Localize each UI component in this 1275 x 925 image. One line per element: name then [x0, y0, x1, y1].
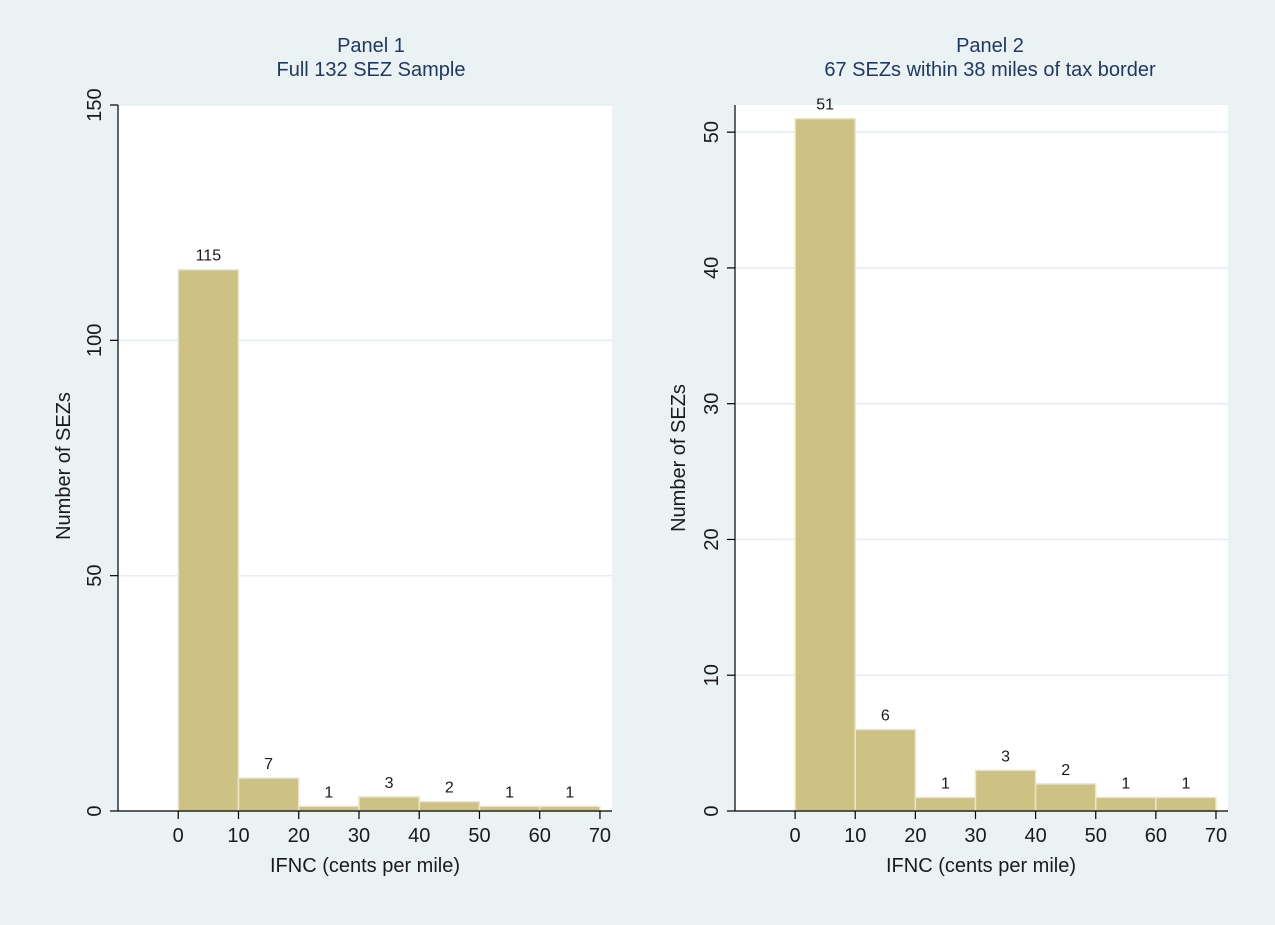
y-tick-label: 150: [84, 88, 106, 121]
histogram-bar: [297, 805, 360, 812]
y-tick-label: 40: [701, 257, 723, 279]
histogram-bar: [478, 805, 541, 812]
histogram-bar: [1094, 796, 1157, 812]
panel-2-y-axis-label: Number of SEZs: [668, 384, 690, 532]
y-tick-label: 0: [84, 805, 106, 816]
y-tick-label: 100: [84, 324, 106, 357]
panel-1-x-ticks: 0 10 20 30 40 50 60 70: [173, 811, 611, 847]
panel-2-subtitle: 67 SEZs within 38 miles of tax border: [824, 59, 1156, 81]
bar-value-label: 1: [941, 775, 950, 792]
bar-value-label: 1: [565, 784, 574, 801]
x-tick-label: 50: [468, 825, 490, 847]
x-tick-label: 60: [529, 825, 551, 847]
panel-2-chart: 51 6 1 3 2 1 1 0 10 20 30 40 50 60 70 0 10 20 30 40 50 Pan…: [668, 35, 1228, 877]
bar-value-label: 115: [196, 248, 222, 265]
x-tick-label: 30: [964, 825, 986, 847]
y-tick-label: 0: [701, 805, 723, 816]
panel-1-axes: [117, 105, 612, 812]
x-tick-label: 0: [173, 825, 184, 847]
bar-value-label: 3: [1001, 748, 1010, 765]
panel-2-x-axis-label: IFNC (cents per mile): [886, 855, 1076, 877]
bar-value-label: 1: [1121, 775, 1130, 792]
panel-2-x-ticks: 0 10 20 30 40 50 60 70: [790, 811, 1227, 847]
histogram-bar: [358, 796, 420, 812]
x-tick-label: 50: [1085, 825, 1107, 847]
y-tick-label: 20: [701, 528, 723, 550]
panel-1-chart: 115 7 1 3 2 1 1 0 10 20 30 40 50 60 70 0 50 100 150 Pane…: [53, 35, 612, 877]
histogram-bar: [237, 777, 300, 812]
x-tick-label: 20: [904, 825, 926, 847]
histogram-bar: [854, 728, 917, 812]
panel-1-subtitle: Full 132 SEZ Sample: [277, 59, 466, 81]
y-tick-label: 10: [701, 664, 723, 686]
panel-1-bar-labels: 115 7 1 3 2 1 1: [196, 248, 575, 802]
bar-value-label: 1: [324, 784, 333, 801]
histogram-bar: [1034, 783, 1097, 812]
panel-2-y-ticks: 0 10 20 30 40 50: [701, 121, 735, 817]
x-tick-label: 10: [844, 825, 866, 847]
x-tick-label: 40: [408, 825, 430, 847]
histogram-bar: [418, 800, 481, 812]
bar-value-label: 2: [445, 780, 454, 797]
panel-1-y-ticks: 0 50 100 150: [84, 88, 118, 817]
y-tick-label: 30: [701, 393, 723, 415]
panel-2-bar-labels: 51 6 1 3 2 1 1: [816, 97, 1190, 793]
histogram-bar: [538, 805, 601, 812]
histogram-bar: [794, 117, 856, 812]
bar-value-label: 3: [385, 775, 394, 792]
bar-value-label: 1: [505, 784, 514, 801]
bar-value-label: 51: [816, 97, 834, 114]
x-tick-label: 10: [227, 825, 249, 847]
panel-2-axes: [734, 105, 1228, 812]
bar-value-label: 7: [264, 756, 273, 773]
x-tick-label: 70: [1205, 825, 1227, 847]
bar-value-label: 2: [1061, 762, 1070, 779]
x-tick-label: 30: [348, 825, 370, 847]
panel-1-bars: [177, 268, 601, 812]
histogram-bar: [914, 796, 977, 812]
panel-1-title: Panel 1: [337, 35, 405, 57]
bar-value-label: 1: [1181, 775, 1190, 792]
x-tick-label: 40: [1024, 825, 1046, 847]
x-tick-label: 20: [288, 825, 310, 847]
panel-1-y-axis-label: Number of SEZs: [53, 392, 75, 540]
histogram-bar: [177, 268, 240, 812]
y-tick-label: 50: [701, 121, 723, 143]
bar-value-label: 6: [881, 708, 890, 725]
x-tick-label: 60: [1145, 825, 1167, 847]
histogram-bar: [974, 769, 1037, 812]
x-tick-label: 0: [790, 825, 801, 847]
y-tick-label: 50: [84, 565, 106, 587]
histogram-bar: [1155, 796, 1217, 812]
x-tick-label: 70: [589, 825, 611, 847]
panel-2-title: Panel 2: [956, 35, 1024, 57]
panel-1-x-axis-label: IFNC (cents per mile): [270, 855, 460, 877]
